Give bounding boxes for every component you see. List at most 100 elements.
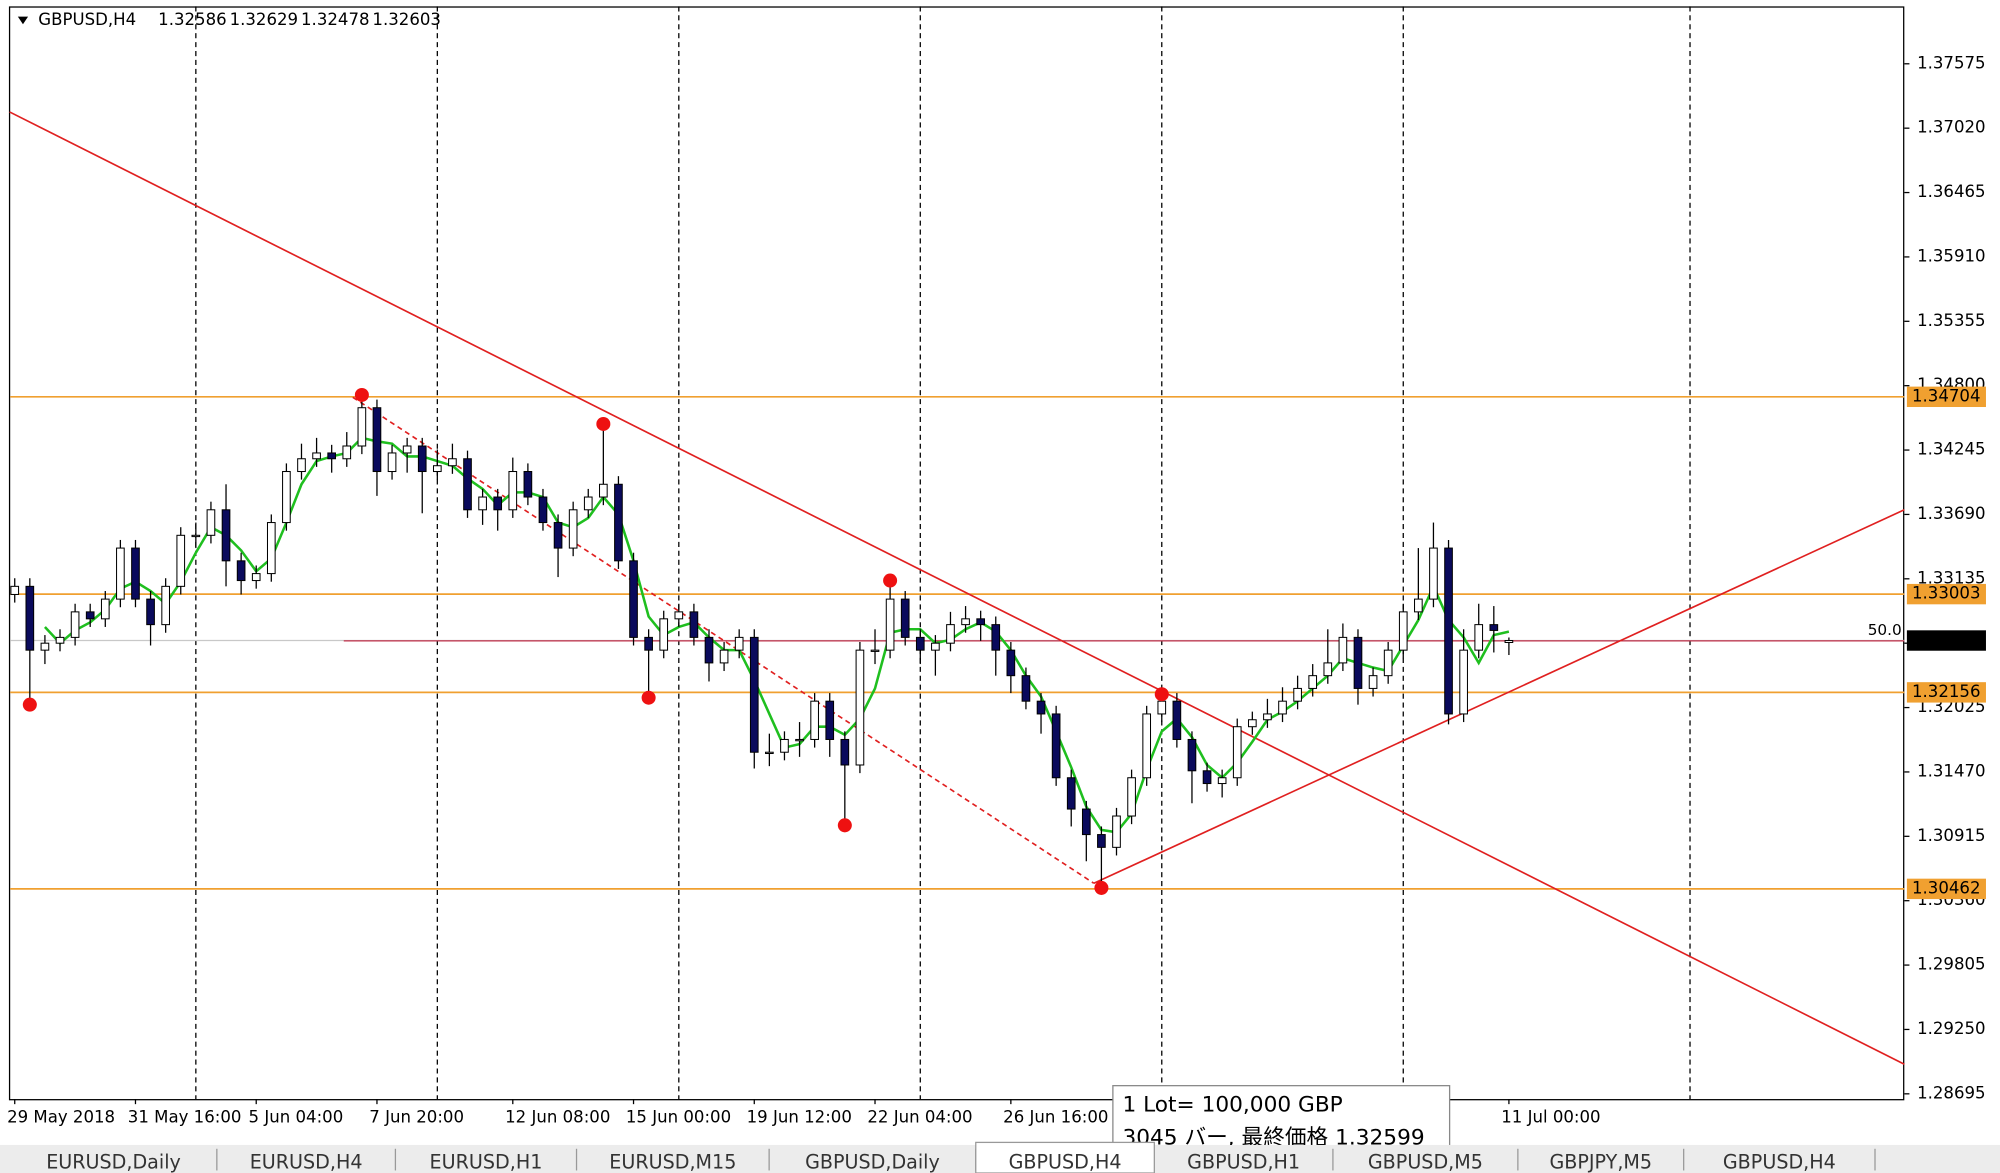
- candle-body: [765, 751, 774, 755]
- trendline: [1093, 509, 1905, 885]
- tab-label[interactable]: EURUSD,M15: [609, 1150, 736, 1173]
- candle-body: [1112, 815, 1121, 848]
- y-tick-label: 1.36465: [1917, 182, 1986, 201]
- candle-body: [885, 598, 895, 651]
- fractal-dot: [1154, 687, 1169, 702]
- candle-body: [448, 458, 457, 467]
- tab-label[interactable]: GBPJPY,M5: [1549, 1150, 1652, 1173]
- x-tick-label: 22 Jun 04:00: [867, 1108, 972, 1127]
- candle-body: [553, 522, 563, 549]
- y-tick-label: 1.29805: [1917, 955, 1986, 974]
- level-price-label: 1.33003: [1912, 584, 1981, 603]
- x-tick-label: 26 Jun 16:00: [1003, 1108, 1108, 1127]
- tab[interactable]: GBPJPY,M5: [1549, 1148, 1685, 1173]
- candle-body: [357, 407, 367, 447]
- tab-label[interactable]: EURUSD,H1: [430, 1150, 543, 1173]
- tab[interactable]: EURUSD,H4: [250, 1148, 397, 1173]
- candle-body: [961, 618, 970, 626]
- level-price-box: [1906, 878, 1986, 900]
- candle-body: [176, 534, 186, 587]
- tab[interactable]: GBPUSD,M5: [1368, 1148, 1519, 1173]
- candle-body: [402, 445, 412, 454]
- candle-body: [116, 547, 125, 600]
- ohlc-low: 1.32478: [301, 10, 370, 29]
- tab[interactable]: EURUSD,M15: [609, 1148, 770, 1173]
- candle-body: [1489, 624, 1499, 631]
- y-tick-label: 1.28695: [1917, 1083, 1986, 1102]
- level-price-label: 1.32156: [1912, 682, 1981, 701]
- candle-body: [10, 585, 20, 595]
- candle-body: [463, 458, 472, 511]
- candle-body: [236, 560, 246, 582]
- candle-body: [508, 471, 518, 511]
- candle-body: [674, 611, 684, 620]
- candle-body: [1429, 547, 1438, 600]
- candle-body: [100, 598, 110, 620]
- tab-label[interactable]: GBPUSD,H4: [1009, 1150, 1122, 1173]
- candle-body: [810, 700, 819, 740]
- level-price-box: [1906, 386, 1986, 408]
- candle-body: [131, 547, 140, 600]
- y-tick-label: 1.37020: [1917, 118, 1986, 137]
- tab[interactable]: GBPUSD,H4: [1723, 1148, 1876, 1173]
- candle-body: [55, 636, 65, 644]
- candle-body: [1187, 738, 1197, 772]
- candle-body: [478, 496, 487, 511]
- tab-label[interactable]: EURUSD,H4: [250, 1150, 363, 1173]
- level-price-label: 1.34704: [1912, 386, 1981, 405]
- y-tick-label: 1.29250: [1917, 1019, 1986, 1038]
- candle-body: [795, 738, 804, 742]
- candle-body: [915, 636, 925, 651]
- level-price-box: [1906, 682, 1986, 703]
- menu-arrow[interactable]: [17, 16, 29, 25]
- candle-body: [1036, 700, 1046, 715]
- tooltip: 1 Lot= 100,000 GBP 3045 バー, 最終価格 1.32599: [1112, 1085, 1451, 1157]
- candle-body: [1006, 649, 1016, 677]
- y-tick-label: 1.35355: [1917, 311, 1986, 330]
- ohlc-open: 1.32586: [158, 10, 227, 29]
- tab[interactable]: EURUSD,H1: [430, 1148, 578, 1173]
- tab-label[interactable]: GBPUSD,H4: [1723, 1150, 1836, 1173]
- symbol: GBPUSD,H4: [38, 10, 136, 29]
- candle-body: [432, 465, 442, 473]
- candle-body: [266, 522, 276, 575]
- candle-body: [719, 649, 729, 664]
- candle-body: [1459, 649, 1468, 715]
- candle-body: [297, 458, 306, 473]
- candle-body: [206, 509, 216, 536]
- tab-label[interactable]: GBPUSD,H1: [1187, 1150, 1300, 1173]
- y-tick-label: 1.35910: [1917, 246, 1986, 265]
- tab[interactable]: GBPUSD,H1: [1187, 1148, 1334, 1173]
- candle-body: [1051, 713, 1061, 779]
- candle-body: [25, 585, 35, 651]
- tooltip-line: 1 Lot= 100,000 GBP: [1122, 1092, 1342, 1117]
- candle-body: [614, 483, 623, 562]
- candle-body: [1353, 636, 1363, 689]
- tab[interactable]: EURUSD,Daily: [46, 1148, 218, 1173]
- candle-body: [1172, 700, 1182, 740]
- candle-body: [1217, 777, 1227, 785]
- candle-body: [870, 649, 880, 652]
- tab[interactable]: GBPUSD,H4: [975, 1141, 1155, 1173]
- candle-body: [1323, 662, 1333, 677]
- level-price-box: [1906, 583, 1986, 605]
- fib-label: 50.0: [1868, 621, 1902, 639]
- candle-body: [689, 611, 699, 638]
- candle-body: [1338, 636, 1348, 664]
- tooltip-box: [1112, 1085, 1451, 1157]
- candle-body: [644, 636, 653, 651]
- candle-body: [976, 618, 986, 626]
- candle-body: [191, 534, 201, 538]
- candle-body: [991, 624, 1001, 651]
- candle-body: [931, 642, 940, 651]
- candle-body: [1368, 675, 1378, 689]
- tab-label[interactable]: EURUSD,Daily: [46, 1150, 181, 1173]
- tab-label[interactable]: GBPUSD,Daily: [805, 1150, 940, 1173]
- current-price-box: [1906, 630, 1986, 651]
- trendline: [9, 111, 1905, 1065]
- candle-body: [85, 611, 95, 620]
- tab-label[interactable]: GBPUSD,M5: [1368, 1150, 1483, 1173]
- candle-body: [1444, 547, 1453, 715]
